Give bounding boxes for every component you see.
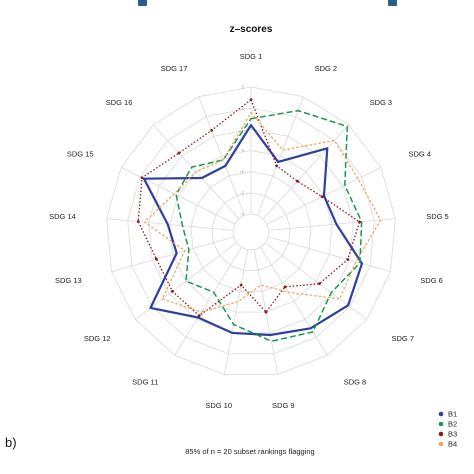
legend-label-B3: B3 [448,430,457,439]
radial-tick-labels: -3 -2 -1 0 1 2 3 [240,85,245,217]
series-point-B3-5 [358,220,361,224]
series-point-B3-11 [197,314,201,318]
grid-spoke-13 [111,236,234,273]
spoke-label-9: SDG 9 [272,401,295,410]
series-point-B3-1 [249,98,253,102]
series-point-B3-8 [283,285,287,289]
grid-spoke-3 [262,124,349,219]
series-point-B3-15 [140,176,144,180]
legend-marker-B2 [438,421,444,427]
tick-label-4: 1 [241,127,244,132]
radar-series [136,98,382,342]
series-point-B3-13 [154,257,158,261]
tick-label-3: 0 [241,148,244,153]
spoke-label-8: SDG 8 [344,378,367,387]
spoke-label-12: SDG 12 [84,334,111,343]
grid-ring-6 [106,86,396,375]
tick-label-0: -3 [240,212,244,217]
spoke-label-5: SDG 5 [426,212,449,221]
series-point-B3-16 [177,151,181,155]
grid-ring-5 [127,107,375,355]
grid-spoke-5 [268,218,396,231]
legend-label-B1: B1 [448,410,457,419]
series-line-B2 [175,109,363,342]
grid-spoke-11 [174,247,242,356]
grid-spoke-15 [121,167,236,225]
series-point-B3-9 [264,310,268,314]
tick-label-5: 2 [241,106,244,111]
legend-marker-B3 [438,431,444,437]
series-point-B3-4 [320,195,324,199]
chart-title: z–scores [230,24,273,35]
series-point-B3-3 [295,179,299,183]
grid-ring-2 [190,171,312,292]
spoke-label-11: SDG 11 [132,378,158,387]
spoke-label-4: SDG 4 [409,150,432,159]
spoke-label-2: SDG 2 [315,64,338,73]
grid-spoke-2 [257,96,304,216]
grid-spoke-17 [198,96,245,216]
panel-label: b) [5,435,17,450]
grid-spoke-10 [223,249,249,375]
legend-marker-B1 [438,411,444,417]
legend-marker-B4 [438,441,444,447]
grid-spoke-14 [106,218,234,231]
tick-label-1: -2 [240,190,244,195]
spoke-labels: SDG 1 SDG 2 SDG 3 SDG 4 SDG 5 SDG 6 SDG 7 SDG 8… [49,52,449,410]
grid-spoke-8 [260,247,328,356]
spoke-label-3: SDG 3 [370,98,393,107]
series-point-B3-7 [318,282,321,286]
legend-label-B4: B4 [448,440,457,449]
tick-label-2: -1 [240,169,244,174]
tick-label-6: 3 [241,85,244,90]
spoke-label-7: SDG 7 [392,334,415,343]
legend-label-B2: B2 [448,420,457,429]
radar-grid [106,86,396,375]
spoke-label-17: SDG 17 [161,64,188,73]
series-point-B3-2 [275,164,279,168]
series-line-B3 [137,99,361,317]
top-left-badge-icon [138,0,147,6]
grid-ring-inner [232,213,270,251]
spoke-label-16: SDG 16 [106,98,133,107]
top-right-badge-icon [388,0,397,6]
spoke-label-13: SDG 13 [55,276,82,285]
series-point-B3-10 [239,283,243,287]
caption: 85% of n = 20 subset rankings flagging [185,447,314,456]
spoke-label-6: SDG 6 [420,276,443,285]
series-point-B3-6 [346,258,350,261]
series-line-B1 [142,123,364,337]
spoke-label-14: SDG 14 [49,212,76,221]
spoke-label-10: SDG 10 [205,401,232,410]
spoke-label-15: SDG 15 [67,150,94,159]
grid-spoke-7 [265,242,367,320]
series-point-B3-17 [210,128,214,132]
series-point-B3-12 [171,289,174,293]
grid-spoke-6 [268,236,391,273]
grid-ring-1 [211,192,291,271]
series-point-B3-14 [136,220,140,223]
spoke-label-1: SDG 1 [240,52,263,61]
grid-ring-3 [169,150,333,313]
